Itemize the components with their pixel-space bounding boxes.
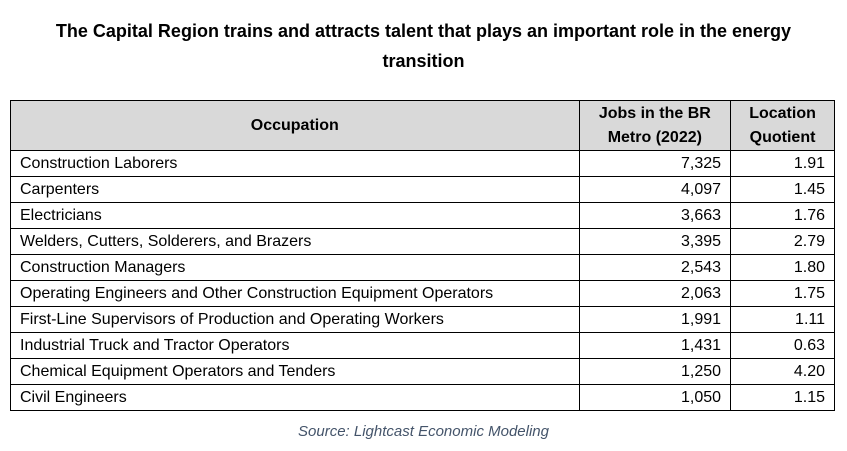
column-header: Jobs in the BR Metro (2022) (578, 100, 732, 151)
occupation-cell: First-Line Supervisors of Production and… (10, 306, 580, 333)
table-row: Construction Managers 2,543 1.80 (10, 254, 835, 281)
source-note: Source: Lightcast Economic Modeling (298, 423, 549, 440)
table-row: First-Line Supervisors of Production and… (10, 306, 835, 333)
value-cell: 2,063 (578, 280, 732, 307)
value-cell: 1.75 (730, 280, 835, 307)
value-cell: 1,250 (578, 358, 732, 385)
table-row: Chemical Equipment Operators and Tenders… (10, 358, 835, 385)
occupation-cell: Construction Managers (10, 254, 580, 281)
value-cell: 1.76 (730, 202, 835, 229)
column-header: Occupation (10, 100, 580, 151)
value-cell: 2.79 (730, 228, 835, 255)
occupation-cell: Construction Laborers (10, 150, 580, 177)
value-cell: 1,431 (578, 332, 732, 359)
value-cell: 1.45 (730, 176, 835, 203)
table-row: Electricians 3,663 1.76 (10, 202, 835, 229)
occupation-cell: Operating Engineers and Other Constructi… (10, 280, 580, 307)
column-header: Location Quotient (730, 100, 835, 151)
header-row: Occupation Jobs in the BR Metro (2022) Loc… (10, 100, 835, 151)
value-cell: 4,097 (578, 176, 732, 203)
table-row: Welders, Cutters, Solderers, and Brazers… (10, 228, 835, 255)
table-row: Construction Laborers 7,325 1.91 (10, 150, 835, 177)
table-row: Carpenters 4,097 1.45 (10, 176, 835, 203)
value-cell: 3,663 (578, 202, 732, 229)
value-cell: 1.91 (730, 150, 835, 177)
value-cell: 1.11 (730, 306, 835, 333)
value-cell: 4.20 (730, 358, 835, 385)
value-cell: 3,395 (578, 228, 732, 255)
table-row: Civil Engineers 1,050 1.15 (10, 384, 835, 411)
value-cell: 0.63 (730, 332, 835, 359)
value-cell: 2,543 (578, 254, 732, 281)
occupation-cell: Carpenters (10, 176, 580, 203)
table-header: Occupation Jobs in the BR Metro (2022) Loc… (10, 100, 835, 151)
occupation-cell: Welders, Cutters, Solderers, and Brazers (10, 228, 580, 255)
occupation-cell: Industrial Truck and Tractor Operators (10, 332, 580, 359)
value-cell: 1.80 (730, 254, 835, 281)
value-cell: 1,050 (578, 384, 732, 411)
value-cell: 1,991 (578, 306, 732, 333)
table-row: Industrial Truck and Tractor Operators 1,… (10, 332, 835, 359)
occupation-cell: Electricians (10, 202, 580, 229)
value-cell: 1.15 (730, 384, 835, 411)
table-body: Construction Laborers 7,325 1.91 Carpenters… (10, 150, 835, 411)
title: The Capital Region trains and attracts t… (55, 21, 792, 71)
table-row: Operating Engineers and Other Constructi… (10, 280, 835, 307)
data-table: Occupation Jobs in the BR Metro (2022) Loc… (10, 100, 835, 411)
value-cell: 7,325 (578, 150, 732, 177)
occupation-cell: Civil Engineers (10, 384, 580, 411)
occupation-cell: Chemical Equipment Operators and Tenders (10, 358, 580, 385)
